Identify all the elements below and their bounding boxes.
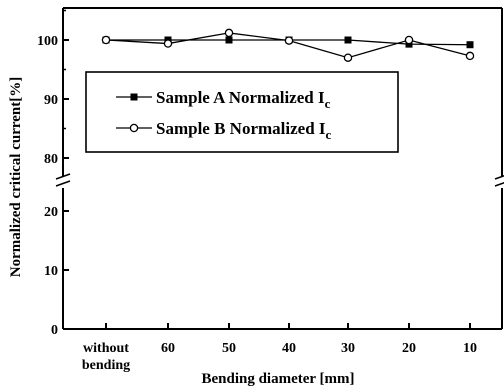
x-tick-label: 30 — [341, 341, 355, 356]
data-point — [225, 36, 233, 44]
y-tick-label: 10 — [44, 264, 58, 279]
x-tick-label: without — [83, 341, 129, 356]
x-axis-title: Bending diameter [mm] — [201, 371, 354, 387]
legend-marker — [129, 123, 139, 133]
y-axis-ticks: 0 10 20 80 90 100 — [37, 9, 69, 338]
series-sample-b — [101, 28, 475, 62]
legend: Sample A Normalized Ic Sample B Normalize… — [85, 71, 399, 153]
legend-item: Sample A Normalized Ic — [116, 88, 331, 111]
y-tick-label: 90 — [44, 93, 58, 108]
legend-item: Sample B Normalized Ic — [116, 119, 332, 142]
data-point — [163, 39, 173, 48]
y-tick-label: 20 — [44, 205, 58, 220]
axis-break-right-1 — [494, 174, 504, 180]
x-tick-label: 50 — [222, 341, 236, 356]
data-point — [224, 28, 234, 38]
legend-label: Sample A Normalized Ic — [156, 88, 331, 111]
plot-frame — [55, 7, 504, 330]
legend-marker — [130, 93, 138, 101]
legend-label: Sample B Normalized Ic — [156, 119, 332, 142]
x-tick-label: 10 — [463, 341, 477, 356]
data-point — [465, 51, 475, 61]
x-tick-label: 20 — [402, 341, 416, 356]
y-tick-label: 80 — [44, 152, 58, 167]
data-point — [284, 36, 294, 45]
x-tick-label: 40 — [282, 341, 296, 356]
data-point — [101, 35, 111, 45]
axis-break-left-1 — [55, 173, 71, 180]
legend-box — [85, 71, 399, 153]
y-tick-label: 100 — [37, 34, 58, 49]
axis-break-left-2 — [55, 180, 71, 187]
data-point — [466, 41, 474, 49]
y-tick-label: 0 — [51, 323, 58, 338]
data-point — [404, 35, 414, 45]
y-axis-title: Normalized critical current[%] — [8, 77, 24, 277]
x-tick-label: bending — [82, 358, 130, 373]
x-axis-ticks: without bending 60 50 40 30 20 10 — [82, 323, 477, 373]
series-layer — [101, 28, 475, 62]
data-point — [343, 53, 353, 62]
x-tick-label: 60 — [161, 341, 175, 356]
axis-break-right-2 — [494, 181, 504, 187]
data-point — [344, 36, 352, 44]
